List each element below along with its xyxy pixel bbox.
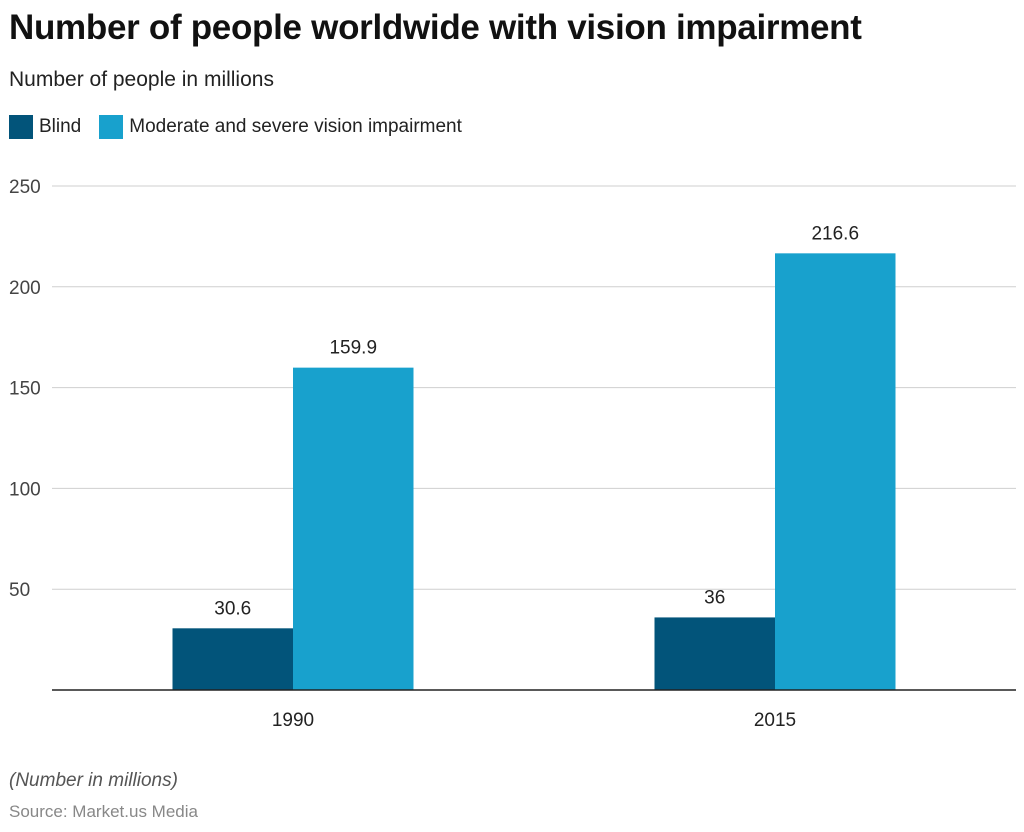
legend-label: Blind bbox=[39, 116, 82, 137]
x-tick-label: 1990 bbox=[272, 710, 314, 731]
y-tick-label: 50 bbox=[9, 580, 30, 601]
bar-2015-0 bbox=[654, 617, 775, 690]
y-tick-label: 250 bbox=[9, 177, 41, 198]
y-tick-label: 100 bbox=[9, 479, 41, 500]
data-label: 159.9 bbox=[329, 338, 377, 359]
data-label: 36 bbox=[704, 587, 725, 608]
legend-label: Moderate and severe vision impairment bbox=[129, 116, 462, 137]
chart-title: Number of people worldwide with vision i… bbox=[9, 8, 862, 47]
chart-subtitle: Number of people in millions bbox=[9, 68, 274, 91]
source-text: Source: Market.us Media bbox=[9, 802, 198, 821]
footnote: (Number in millions) bbox=[9, 770, 178, 791]
legend-item-blind[interactable]: Blind bbox=[9, 115, 81, 139]
data-label: 216.6 bbox=[811, 223, 859, 244]
x-tick-label: 2015 bbox=[754, 710, 796, 731]
legend-item-moderate-severe[interactable]: Moderate and severe vision impairment bbox=[99, 115, 462, 139]
bar-1990-0 bbox=[172, 628, 293, 690]
bar-2015-1 bbox=[775, 253, 896, 690]
bar-1990-1 bbox=[293, 367, 414, 690]
legend: Blind Moderate and severe vision impairm… bbox=[9, 115, 480, 139]
legend-swatch-moderate-severe bbox=[99, 115, 124, 139]
y-tick-label: 200 bbox=[9, 278, 41, 299]
legend-swatch-blind bbox=[9, 115, 33, 139]
y-tick-label: 150 bbox=[9, 379, 41, 400]
data-label: 30.6 bbox=[214, 598, 251, 619]
